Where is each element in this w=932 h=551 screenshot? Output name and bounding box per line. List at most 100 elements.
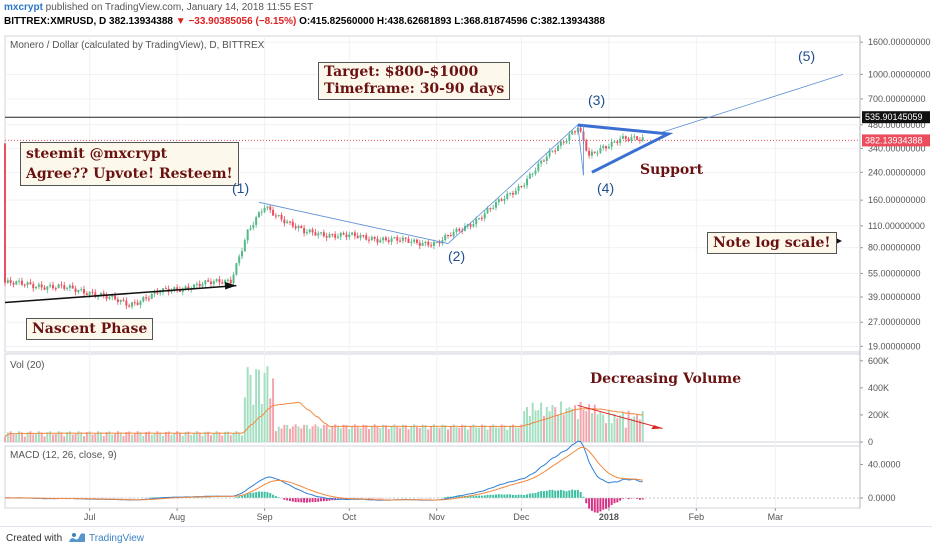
candle-body [382, 238, 384, 241]
candle-body [303, 228, 305, 233]
volume-bar [515, 427, 517, 442]
candle-body [546, 156, 548, 160]
macd-histogram-bar [568, 490, 570, 498]
volume-bar [250, 375, 252, 442]
candle-body [557, 146, 559, 151]
volume-bar [551, 405, 553, 442]
volume-bar [343, 425, 345, 442]
candle-body [551, 151, 553, 152]
candle-body [292, 222, 294, 227]
candle-body [416, 240, 418, 243]
candle-body [250, 228, 252, 230]
steemit-annotation: steemit @mxcrypt Agree?? Upvote! Resteem… [20, 142, 239, 186]
created-with-text: Created with [6, 533, 62, 544]
volume-bar [24, 436, 26, 442]
candle-body [32, 284, 34, 288]
macd-histogram-bar [506, 494, 508, 498]
volume-bar [582, 410, 584, 442]
time-axis-label: Dec [513, 512, 530, 522]
volume-bar [402, 425, 404, 442]
volume-bar [385, 425, 387, 442]
candle-body [331, 234, 333, 235]
time-axis-label: Mar [768, 512, 784, 522]
volume-bar [91, 435, 93, 442]
price-axis-label: 1600.00000000 [868, 37, 931, 47]
candle-body [388, 240, 390, 242]
candle-body [286, 222, 288, 224]
candle-body [320, 232, 322, 233]
candle-body [117, 299, 119, 302]
volume-bar [422, 425, 424, 442]
volume-bar [501, 425, 503, 442]
volume-bar [12, 434, 14, 442]
volume-bar [597, 414, 599, 442]
macd-panel-title: MACD (12, 26, close, 9) [10, 450, 117, 461]
price-axis-label: 80.00000000 [868, 243, 921, 253]
volume-bar [450, 426, 452, 442]
candle-body [554, 151, 556, 152]
candle-body [535, 171, 537, 174]
volume-bar [4, 437, 6, 442]
volume-bar [182, 436, 184, 442]
volume-bar [503, 426, 505, 442]
volume-bar [427, 429, 429, 442]
candle-body [165, 288, 167, 289]
volume-bar [560, 402, 562, 442]
volume-bar [340, 428, 342, 442]
macd-histogram-bar [543, 491, 545, 498]
candle-body [441, 240, 443, 243]
candle-body [396, 237, 398, 240]
time-axis-label: Oct [342, 512, 357, 522]
volume-bar [557, 414, 559, 442]
volume-bar [199, 433, 201, 442]
volume-bar [399, 428, 401, 442]
volume-bar [591, 413, 593, 442]
volume-bar [498, 428, 500, 442]
candle-body [202, 284, 204, 286]
candle-body [453, 232, 455, 236]
macd-histogram-bar [608, 498, 610, 508]
candle-body [199, 284, 201, 287]
volume-bar [139, 433, 141, 442]
volume-bar [362, 425, 364, 442]
volume-bar [540, 403, 542, 442]
volume-bar [238, 433, 240, 442]
tradingview-brand[interactable]: TradingView [89, 533, 144, 544]
macd-histogram-bar [264, 492, 266, 498]
macd-histogram-bar [475, 496, 477, 498]
volume-bar [272, 378, 274, 442]
volume-bar [300, 428, 302, 442]
macd-histogram-bar [509, 494, 511, 498]
volume-bar [261, 404, 263, 442]
macd-histogram-bar [546, 491, 548, 498]
candle-body [72, 286, 74, 289]
macd-histogram-bar [588, 498, 590, 509]
volume-bar [213, 433, 215, 442]
volume-bar [481, 425, 483, 442]
candle-body [24, 285, 26, 286]
candle-body [145, 297, 147, 298]
candle-body [323, 232, 325, 236]
candle-body [255, 217, 257, 225]
candle-body [492, 208, 494, 209]
candle-body [343, 233, 345, 234]
candle-body [314, 232, 316, 235]
candle-body [520, 186, 522, 187]
candle-body [413, 240, 415, 242]
time-axis-label: Jul [84, 512, 96, 522]
candle-body [399, 241, 401, 242]
candle-body [12, 283, 14, 285]
last-price-label: 382.13934388 [865, 135, 923, 145]
volume-bar [312, 426, 314, 442]
macd-histogram-bar [266, 492, 268, 498]
candle-body [374, 237, 376, 239]
candle-body [591, 152, 593, 156]
volume-bar [487, 430, 489, 442]
candle-body [91, 292, 93, 293]
candle-body [455, 229, 457, 232]
candle-body [123, 300, 125, 301]
candle-body [108, 297, 110, 299]
candle-body [120, 300, 122, 302]
volume-bar [588, 404, 590, 442]
volume-bar [455, 427, 457, 442]
